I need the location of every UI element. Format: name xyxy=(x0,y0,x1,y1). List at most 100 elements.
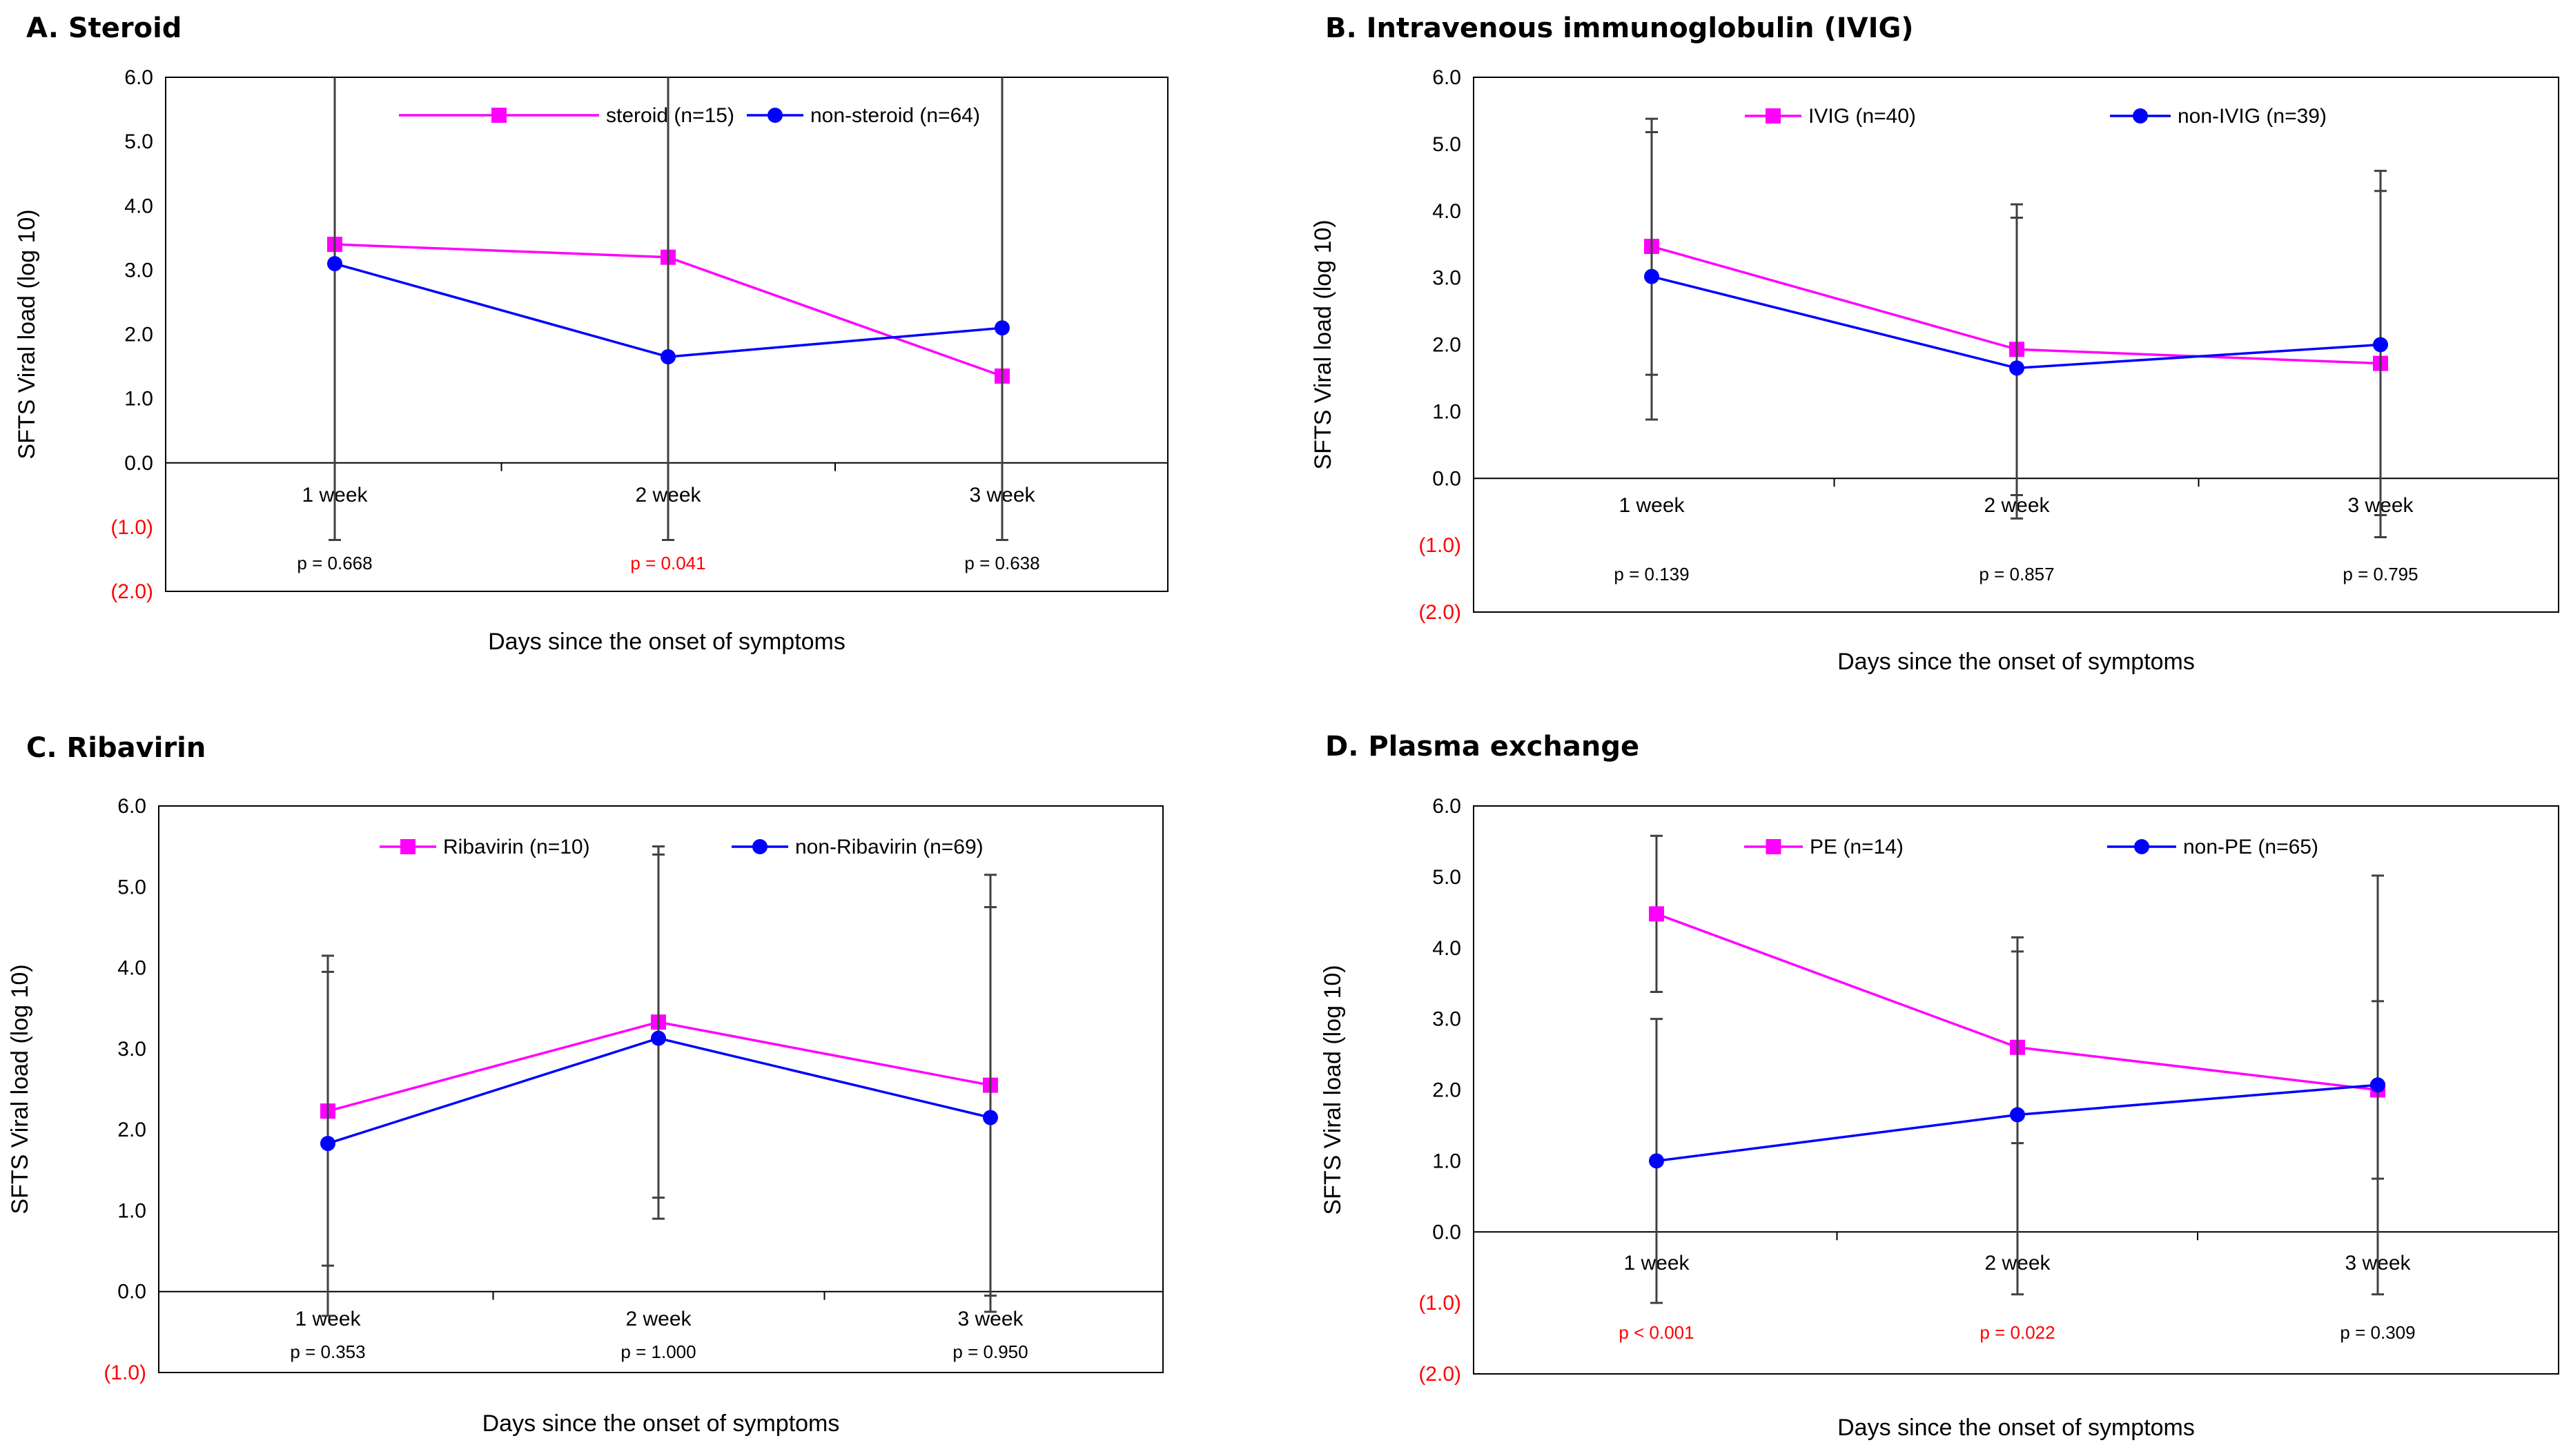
panel-plasma-exchange: D. Plasma exchange 6.0 5.0 4.0 3.0 2.0 1.0 0.0 (… xyxy=(1320,731,2559,1441)
y-tick-label: 2.0 xyxy=(1432,1079,1461,1102)
legend-marker-circle xyxy=(752,839,768,854)
y-tick-label: 6.0 xyxy=(117,795,146,818)
legend-label: non-steroid (n=64) xyxy=(810,104,980,127)
plot-area-border xyxy=(158,805,1164,1373)
y-tick-label: 3.0 xyxy=(117,1038,146,1061)
p-value-label: p = 0.139 xyxy=(1614,564,1689,584)
series-control xyxy=(327,77,1010,541)
legend-marker-square xyxy=(491,108,507,123)
legend-marker-square xyxy=(400,839,416,854)
series-control xyxy=(320,853,998,1317)
y-axis-label: SFTS Viral load (log 10) xyxy=(1310,219,1336,469)
x-category-label: 2 week xyxy=(625,1308,692,1330)
y-axis-label: SFTS Viral load (log 10) xyxy=(1320,965,1346,1214)
data-point-circle xyxy=(995,320,1010,336)
data-point-circle xyxy=(2010,1107,2025,1123)
data-point-circle xyxy=(1644,268,1659,284)
y-tick-label: 1.0 xyxy=(117,1199,146,1222)
legend-label: non-IVIG (n=39) xyxy=(2178,105,2327,128)
plot-area-border xyxy=(1473,805,2559,1375)
p-value-label: p = 0.638 xyxy=(964,553,1039,573)
data-point-circle xyxy=(661,349,676,365)
y-tick-label: 0.0 xyxy=(1432,1221,1461,1243)
y-tick-label: 6.0 xyxy=(1432,66,1461,89)
x-axis-label: Days since the onset of symptoms xyxy=(488,629,845,655)
y-tick-label: 2.0 xyxy=(1432,334,1461,357)
y-tick-label: 2.0 xyxy=(117,1119,146,1141)
p-value-label: p = 0.795 xyxy=(2343,564,2418,584)
p-value-label: p = 0.857 xyxy=(1979,564,2054,584)
y-tick-label: (1.0) xyxy=(104,1361,146,1384)
legend-entry: non-IVIG (n=39) xyxy=(2110,105,2327,128)
data-point-circle xyxy=(651,1030,666,1046)
legend-entry: non-steroid (n=64) xyxy=(747,104,980,127)
plot-area-border xyxy=(1473,77,2559,613)
data-point-circle xyxy=(320,1136,335,1152)
legend-marker-circle xyxy=(2134,839,2149,854)
y-axis-label: SFTS Viral load (log 10) xyxy=(14,209,40,459)
y-tick-label: 3.0 xyxy=(1432,267,1461,290)
legend-label: Ribavirin (n=10) xyxy=(443,836,590,858)
y-tick-label: (1.0) xyxy=(1418,1292,1461,1315)
p-value-label: p = 0.022 xyxy=(1979,1322,2055,1343)
p-value-label: p = 0.353 xyxy=(290,1341,365,1362)
p-value-label: p = 0.950 xyxy=(952,1341,1028,1362)
p-value-label: p < 0.001 xyxy=(1619,1322,1694,1343)
y-tick-label: (1.0) xyxy=(110,516,153,539)
p-value-label: p = 1.000 xyxy=(620,1341,696,1362)
x-axis-label: Days since the onset of symptoms xyxy=(1837,1415,2195,1441)
y-tick-label: (2.0) xyxy=(110,580,153,603)
y-tick-label: 5.0 xyxy=(1432,133,1461,156)
panel-title: B. Intravenous immunoglobulin (IVIG) xyxy=(1325,12,1914,44)
legend-label: steroid (n=15) xyxy=(606,104,734,127)
x-axis-label: Days since the onset of symptoms xyxy=(1837,649,2195,675)
x-category-label: 1 week xyxy=(1619,494,1685,517)
y-tick-label: 3.0 xyxy=(1432,1008,1461,1031)
panel-steroid: A. Steroid 6.0 5.0 4.0 3.0 2.0 1.0 0.0 (1.0) (2.0… xyxy=(14,12,1169,655)
y-tick-label: 5.0 xyxy=(1432,866,1461,889)
data-point-square xyxy=(1649,906,1664,922)
y-tick-label: 6.0 xyxy=(1432,795,1461,818)
legend-label: PE (n=14) xyxy=(1810,836,1904,858)
panel-title: A. Steroid xyxy=(26,12,182,44)
y-tick-label: 4.0 xyxy=(117,957,146,980)
data-point-circle xyxy=(1649,1153,1664,1169)
p-value-label: p = 0.668 xyxy=(297,553,372,573)
y-tick-label: (2.0) xyxy=(1418,601,1461,624)
legend-entry: IVIG (n=40) xyxy=(1745,105,1916,128)
p-value-label: p = 0.309 xyxy=(2340,1322,2415,1343)
legend-marker-square xyxy=(1766,108,1781,124)
y-tick-label: 5.0 xyxy=(124,130,153,153)
y-tick-label: 1.0 xyxy=(1432,400,1461,423)
x-axis-label: Days since the onset of symptoms xyxy=(482,1410,840,1437)
y-tick-label: 4.0 xyxy=(1432,200,1461,223)
y-tick-label: 2.0 xyxy=(124,324,153,346)
plot-area-border xyxy=(165,77,1169,592)
legend-entry: steroid (n=15) xyxy=(399,104,734,127)
data-point-circle xyxy=(327,256,342,272)
legend-entry: Ribavirin (n=10) xyxy=(380,836,590,858)
panel-ribavirin: C. Ribavirin 6.0 5.0 4.0 3.0 2.0 1.0 0.0 (1.0) SF… xyxy=(7,732,1164,1437)
data-point-circle xyxy=(2373,337,2388,353)
y-tick-label: 3.0 xyxy=(124,259,153,282)
series-control xyxy=(1644,130,2388,538)
data-point-circle xyxy=(2370,1077,2385,1093)
data-point-circle xyxy=(983,1110,998,1125)
legend-entry: non-PE (n=65) xyxy=(2107,836,2318,858)
legend-entry: PE (n=14) xyxy=(1744,836,1904,858)
legend-entry: non-Ribavirin (n=69) xyxy=(732,836,984,858)
y-tick-label: 5.0 xyxy=(117,876,146,898)
y-tick-label: (2.0) xyxy=(1418,1363,1461,1386)
panel-title: D. Plasma exchange xyxy=(1325,731,1639,763)
y-tick-label: 6.0 xyxy=(124,66,153,89)
panel-title: C. Ribavirin xyxy=(26,732,206,764)
p-value-label: p = 0.041 xyxy=(630,553,705,573)
y-tick-label: 4.0 xyxy=(124,195,153,217)
y-tick-label: 0.0 xyxy=(1432,467,1461,490)
y-tick-label: 1.0 xyxy=(1432,1150,1461,1172)
legend-marker-circle xyxy=(768,108,783,123)
legend-label: non-Ribavirin (n=69) xyxy=(795,836,984,858)
series-control xyxy=(1649,874,2385,1304)
y-tick-label: 1.0 xyxy=(124,388,153,411)
